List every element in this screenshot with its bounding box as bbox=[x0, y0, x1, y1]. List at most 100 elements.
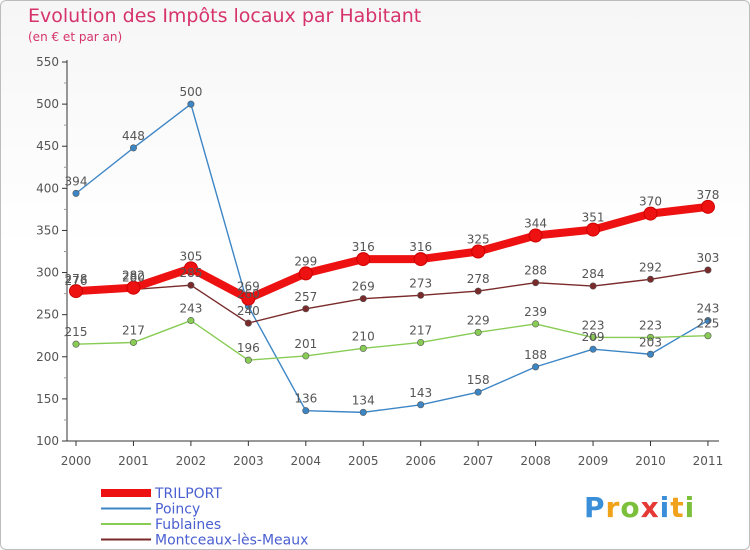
data-point bbox=[643, 206, 658, 221]
data-label: 278 bbox=[65, 272, 88, 286]
data-point bbox=[129, 144, 137, 152]
data-label: 280 bbox=[122, 270, 145, 284]
data-label: 223 bbox=[639, 318, 662, 332]
data-label: 243 bbox=[696, 302, 719, 316]
data-point bbox=[474, 287, 482, 295]
x-tick-label: 2009 bbox=[578, 454, 609, 468]
data-point bbox=[302, 407, 310, 415]
data-label: 196 bbox=[237, 341, 260, 355]
data-point bbox=[704, 266, 712, 274]
data-label: 158 bbox=[467, 373, 490, 387]
data-label: 240 bbox=[237, 304, 260, 318]
data-point bbox=[359, 344, 367, 352]
proxiti-logo: Proxiti bbox=[584, 491, 695, 524]
data-point bbox=[359, 295, 367, 303]
data-label: 278 bbox=[467, 272, 490, 286]
x-tick-label: 2008 bbox=[520, 454, 551, 468]
data-point bbox=[187, 281, 195, 289]
data-label: 448 bbox=[122, 129, 145, 143]
data-point bbox=[532, 363, 540, 371]
data-point bbox=[241, 291, 256, 306]
y-tick-label: 200 bbox=[36, 350, 59, 364]
y-tick-label: 250 bbox=[36, 308, 59, 322]
data-point bbox=[417, 291, 425, 299]
x-tick-label: 2004 bbox=[291, 454, 322, 468]
data-point bbox=[474, 328, 482, 336]
data-label: 351 bbox=[582, 211, 605, 225]
data-point bbox=[72, 340, 80, 348]
data-label: 299 bbox=[294, 254, 317, 268]
y-tick-label: 350 bbox=[36, 223, 59, 237]
data-point bbox=[183, 261, 198, 276]
data-label: 269 bbox=[237, 280, 260, 294]
data-label: 217 bbox=[409, 323, 432, 337]
x-tick-label: 2001 bbox=[118, 454, 149, 468]
data-labels: 278 282 305 269 299 316 316 325 344 351 370 378 394 4… bbox=[65, 85, 720, 407]
legend-label: Fublaines bbox=[155, 517, 221, 533]
data-label: 325 bbox=[467, 233, 490, 247]
data-point bbox=[646, 350, 654, 358]
data-point bbox=[528, 228, 543, 243]
logo-letter: i bbox=[659, 491, 671, 524]
data-point bbox=[589, 333, 597, 341]
data-point bbox=[72, 189, 80, 197]
data-label: 316 bbox=[352, 240, 375, 254]
data-label: 282 bbox=[122, 269, 145, 283]
data-point bbox=[417, 401, 425, 409]
data-label: 260 bbox=[237, 287, 260, 301]
data-label: 215 bbox=[65, 325, 88, 339]
data-point bbox=[302, 352, 310, 360]
series-line-trilport bbox=[75, 202, 709, 303]
data-point bbox=[417, 338, 425, 346]
data-point bbox=[298, 266, 313, 281]
data-point bbox=[244, 319, 252, 327]
data-point bbox=[532, 279, 540, 287]
data-point bbox=[646, 275, 654, 283]
data-label: 303 bbox=[696, 251, 719, 265]
x-tick-label: 2000 bbox=[61, 454, 92, 468]
data-point bbox=[356, 252, 371, 267]
logo-letter: o bbox=[620, 491, 641, 524]
x-tick-label: 2002 bbox=[176, 454, 207, 468]
data-point bbox=[302, 305, 310, 313]
data-label: 136 bbox=[294, 392, 317, 406]
data-label: 143 bbox=[409, 386, 432, 400]
logo-letter: i bbox=[684, 491, 696, 524]
data-point bbox=[586, 222, 601, 237]
series-lines bbox=[69, 100, 715, 416]
data-point bbox=[474, 388, 482, 396]
y-tick-label: 300 bbox=[36, 266, 59, 280]
data-label: 217 bbox=[122, 323, 145, 337]
y-tick-label: 450 bbox=[36, 139, 59, 153]
data-label: 188 bbox=[524, 348, 547, 362]
data-point bbox=[244, 356, 252, 364]
data-point bbox=[359, 408, 367, 416]
y-tick-label: 150 bbox=[36, 392, 59, 406]
x-tick-label: 2011 bbox=[693, 454, 724, 468]
data-label: 229 bbox=[467, 313, 490, 327]
legend-label: Montceaux-lès-Meaux bbox=[155, 533, 308, 549]
legend-label: TRILPORT bbox=[154, 486, 222, 502]
data-point bbox=[589, 345, 597, 353]
data-label: 284 bbox=[582, 267, 605, 281]
data-label: 285 bbox=[179, 266, 202, 280]
chart-subtitle: (en € et par an) bbox=[28, 30, 123, 44]
legend: TRILPORTPoincyFublainesMontceaux-lès-Mea… bbox=[101, 486, 308, 549]
series-line-poincy bbox=[75, 103, 709, 414]
data-label: 201 bbox=[294, 337, 317, 351]
data-label: 257 bbox=[294, 290, 317, 304]
data-point bbox=[471, 244, 486, 259]
x-tick-label: 2007 bbox=[463, 454, 494, 468]
x-tick-label: 2003 bbox=[233, 454, 264, 468]
data-label: 344 bbox=[524, 216, 547, 230]
data-label: 209 bbox=[582, 330, 605, 344]
data-point bbox=[704, 317, 712, 325]
axes: 100 150 200 250 300 350 400 450 500 550 2000 2001 20… bbox=[36, 55, 723, 468]
data-point bbox=[187, 100, 195, 108]
data-label: 203 bbox=[639, 335, 662, 349]
logo-letter: P bbox=[584, 491, 606, 524]
data-label: 210 bbox=[352, 329, 375, 343]
data-point bbox=[126, 280, 141, 295]
